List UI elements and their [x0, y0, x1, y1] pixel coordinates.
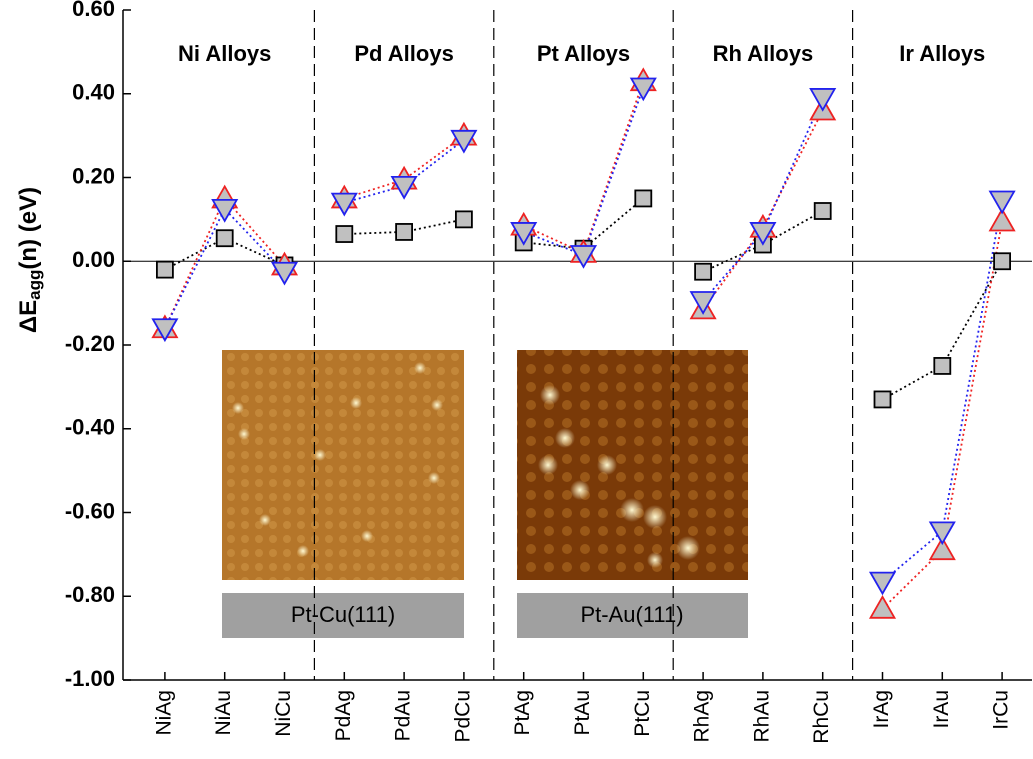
x-tick-label: NiAg: [152, 690, 175, 736]
data-point: [871, 573, 895, 594]
x-tick-label: PdAu: [392, 690, 415, 741]
group-label: Pt Alloys: [537, 41, 630, 66]
chart: Pt-Cu(111) Pt-Au(111) ΔEagg(n) (eV) -1.0…: [0, 0, 1033, 759]
y-tick-label: -0.60: [65, 498, 115, 523]
series-line: [883, 261, 1003, 399]
y-label-sub: agg: [25, 270, 44, 300]
data-point: [990, 192, 1014, 213]
data-point: [811, 89, 835, 110]
inset-1: [222, 350, 464, 638]
x-tick-label: PtAg: [511, 690, 534, 736]
y-label-main: ΔE: [15, 300, 42, 333]
series-line: [165, 209, 285, 328]
group-label: Pd Alloys: [354, 41, 453, 66]
inset-2: [517, 350, 748, 638]
y-tick-label: 0.00: [72, 247, 115, 272]
x-tick-label: PdCu: [451, 690, 474, 743]
y-tick-label: -0.40: [65, 415, 115, 440]
data-point: [456, 211, 472, 227]
x-tick-label: NiAu: [212, 690, 235, 736]
y-tick-label: -0.20: [65, 331, 115, 356]
y-tick-label: 0.60: [72, 0, 115, 21]
data-point: [934, 358, 950, 374]
x-tick-label: NiCu: [272, 690, 295, 737]
data-point: [635, 190, 651, 206]
x-tick-label: IrAu: [930, 690, 953, 729]
data-point: [691, 292, 715, 313]
x-tick-label: IrAg: [870, 690, 893, 729]
series-line: [703, 111, 823, 310]
x-tick-label: RhCu: [810, 690, 833, 744]
x-tick-label: RhAu: [750, 690, 773, 743]
data-point: [217, 230, 233, 246]
inset-label: Pt-Au(111): [580, 602, 683, 627]
inset-label: Pt-Cu(111): [291, 602, 395, 627]
data-point: [695, 264, 711, 280]
data-point: [396, 224, 412, 240]
x-tick-label: PtAu: [571, 690, 594, 736]
series-line: [703, 98, 823, 301]
x-tick-label: PdAg: [332, 690, 355, 741]
x-tick-label: PtCu: [631, 690, 654, 737]
data-point: [157, 262, 173, 278]
data-point: [930, 522, 954, 543]
x-tick-label: IrCu: [990, 690, 1013, 730]
group-label: Ni Alloys: [178, 41, 271, 66]
data-point: [875, 391, 891, 407]
y-axis-label: ΔEagg(n) (eV): [15, 187, 44, 333]
y-label-rest: (n) (eV): [15, 187, 42, 270]
series-line: [524, 87, 644, 255]
y-tick-label: -0.80: [65, 582, 115, 607]
group-label: Rh Alloys: [713, 41, 814, 66]
data-point: [871, 597, 895, 618]
data-point: [815, 203, 831, 219]
y-tick-label: 0.20: [72, 163, 115, 188]
y-tick-label: 0.40: [72, 80, 115, 105]
data-point: [336, 226, 352, 242]
data-point: [994, 253, 1010, 269]
group-label: Ir Alloys: [899, 41, 985, 66]
x-tick-label: RhAg: [691, 690, 714, 743]
y-tick-label: -1.00: [65, 666, 115, 691]
series-line: [524, 81, 644, 253]
